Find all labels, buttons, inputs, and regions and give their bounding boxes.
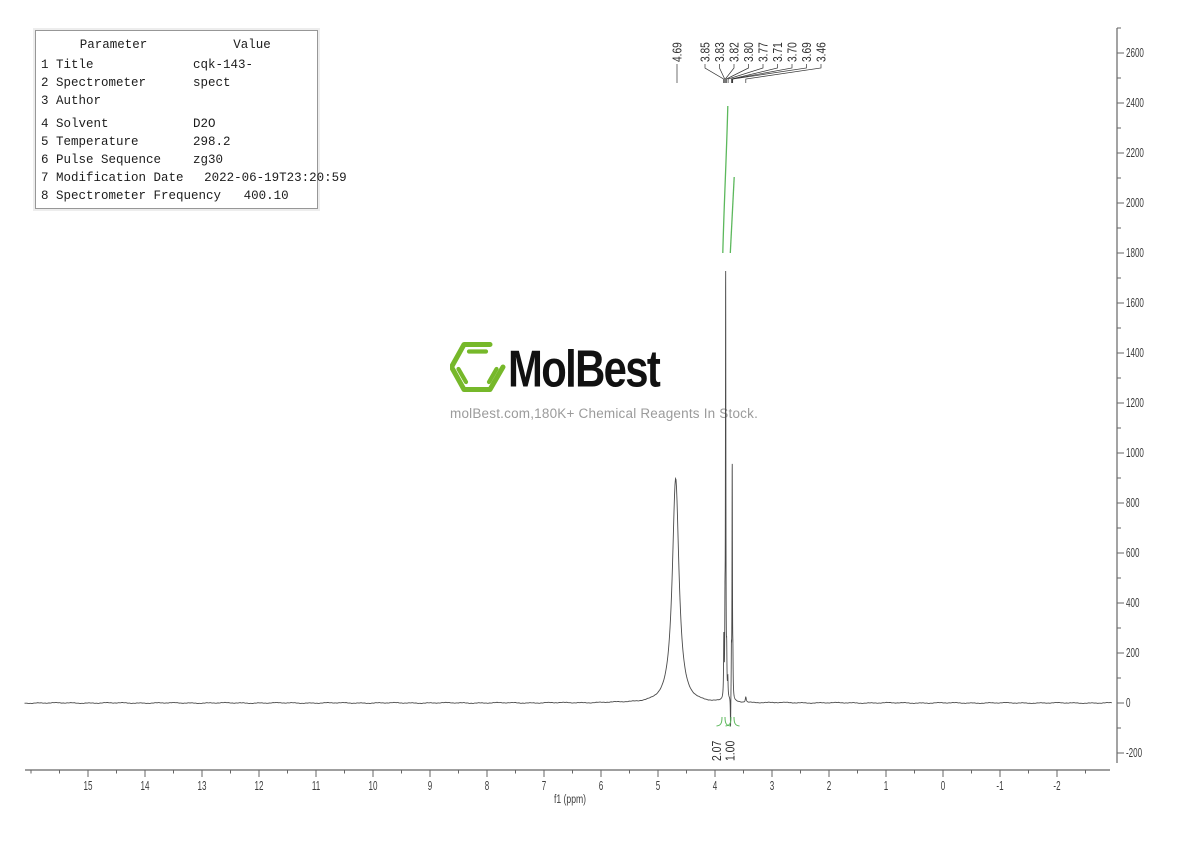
x-tick-label: 15 bbox=[84, 779, 93, 793]
integral-end-hook bbox=[716, 716, 731, 727]
x-axis-title: f1 (ppm) bbox=[554, 794, 586, 807]
parameter-table-header: Parameter Value bbox=[36, 35, 317, 56]
param-value: 400.10 bbox=[243, 189, 289, 203]
peak-pointer-line bbox=[731, 64, 793, 83]
peak-pointer-line bbox=[704, 64, 724, 83]
peak-label: 4.69 bbox=[670, 42, 684, 62]
integral-value-label: 2.07 bbox=[710, 741, 724, 761]
param-value: D2O bbox=[193, 117, 216, 131]
x-tick-label: 7 bbox=[542, 779, 546, 793]
hexagon-logo-icon bbox=[449, 338, 506, 401]
watermark-tagline: molBest.com,180K+ Chemical Reagents In S… bbox=[450, 406, 759, 421]
x-tick-label: 4 bbox=[713, 779, 717, 793]
y-tick-label: 1800 bbox=[1126, 246, 1144, 260]
integral-end-hook bbox=[725, 716, 740, 727]
x-tick-label: 14 bbox=[141, 779, 150, 793]
peak-pointer-line bbox=[719, 64, 726, 83]
peak-label: 3.71 bbox=[771, 42, 785, 62]
x-tick-label: 0 bbox=[941, 779, 945, 793]
integral-curve bbox=[729, 176, 735, 254]
peak-label: 3.80 bbox=[742, 42, 756, 62]
peak-label: 3.85 bbox=[698, 42, 712, 62]
param-value: zg30 bbox=[193, 153, 224, 167]
param-row: 4 Solvent D2O bbox=[36, 115, 317, 133]
peak-pointer-line bbox=[731, 64, 778, 83]
peak-pointer-line bbox=[745, 64, 822, 83]
param-row: 5 Temperature 298.2 bbox=[36, 133, 317, 151]
x-tick-label: 9 bbox=[428, 779, 432, 793]
param-value: spect bbox=[193, 76, 231, 90]
y-tick-label: 200 bbox=[1126, 646, 1139, 660]
x-tick-label: -2 bbox=[1053, 779, 1060, 793]
integral-curve bbox=[722, 105, 729, 254]
y-tick-label: 1200 bbox=[1126, 396, 1144, 410]
param-name: 2 Spectrometer bbox=[41, 76, 147, 90]
param-name: 1 Title bbox=[41, 58, 94, 72]
y-tick-label: 1000 bbox=[1126, 446, 1144, 460]
param-value: 298.2 bbox=[193, 135, 231, 149]
param-row: 7 Modification Date 2022-06-19T23:20:59 bbox=[36, 169, 347, 187]
param-row: 2 Spectrometer spect bbox=[36, 74, 317, 92]
integral-value-label: 1.00 bbox=[723, 740, 737, 761]
x-tick-label: 1 bbox=[884, 779, 888, 793]
y-tick-label: 0 bbox=[1126, 696, 1130, 710]
peak-label: 3.69 bbox=[800, 42, 814, 62]
molbest-logo: MolBest bbox=[449, 338, 790, 401]
peak-pointer-line bbox=[732, 64, 807, 83]
param-name: 7 Modification Date bbox=[41, 171, 184, 185]
y-tick-label: -200 bbox=[1126, 746, 1142, 760]
parameter-table: Parameter Value 1 Title cqk-143- 2 Spectro… bbox=[35, 30, 347, 209]
y-tick-label: 2000 bbox=[1126, 196, 1144, 210]
peak-pointer-line bbox=[726, 64, 749, 83]
x-tick-label: 3 bbox=[770, 779, 774, 793]
x-tick-label: 6 bbox=[599, 779, 603, 793]
x-tick-label: 13 bbox=[198, 779, 207, 793]
peak-label: 3.46 bbox=[814, 42, 828, 62]
param-row: 6 Pulse Sequence zg30 bbox=[36, 151, 317, 169]
peak-pointer-line bbox=[727, 64, 764, 83]
x-tick-label: 8 bbox=[485, 779, 489, 793]
y-tick-label: 600 bbox=[1126, 546, 1139, 560]
peak-label: 3.83 bbox=[713, 42, 727, 62]
param-value: cqk-143- bbox=[193, 58, 254, 72]
peak-pointer-line bbox=[724, 64, 735, 83]
y-tick-label: 800 bbox=[1126, 496, 1139, 510]
x-tick-label: 12 bbox=[255, 779, 264, 793]
header-parameter: Parameter bbox=[79, 38, 148, 52]
y-tick-label: 400 bbox=[1126, 596, 1139, 610]
parameter-table-rows: 1 Title cqk-143- 2 Spectrometer spect 3 Auth… bbox=[36, 56, 347, 205]
param-name: 5 Temperature bbox=[41, 135, 139, 149]
x-tick-label: 2 bbox=[827, 779, 831, 793]
peak-label: 3.77 bbox=[756, 42, 770, 62]
x-tick-label: 5 bbox=[656, 779, 660, 793]
x-tick-label: 10 bbox=[369, 779, 378, 793]
y-tick-label: 2200 bbox=[1126, 146, 1144, 160]
param-name: 4 Solvent bbox=[41, 117, 109, 131]
x-tick-label: -1 bbox=[996, 779, 1003, 793]
molbest-watermark: MolBest molBest.com,180K+ Chemical Reage… bbox=[449, 338, 790, 430]
param-name: 3 Author bbox=[41, 94, 102, 108]
x-tick-label: 11 bbox=[312, 779, 320, 793]
y-tick-label: 1400 bbox=[1126, 346, 1144, 360]
param-row: 8 Spectrometer Frequency 400.10 bbox=[36, 187, 317, 205]
y-tick-label: 1600 bbox=[1126, 296, 1144, 310]
spectrum-curve bbox=[24, 270, 1112, 727]
param-value: 2022-06-19T23:20:59 bbox=[204, 171, 347, 185]
param-row: 3 Author bbox=[36, 92, 317, 110]
y-tick-label: 2600 bbox=[1126, 46, 1144, 60]
peak-label: 3.70 bbox=[785, 42, 799, 62]
param-row: 1 Title cqk-143- bbox=[36, 56, 317, 74]
param-name: 8 Spectrometer Frequency bbox=[41, 189, 222, 203]
peak-label: 3.82 bbox=[727, 42, 741, 62]
header-value: Value bbox=[233, 38, 271, 52]
y-tick-label: 2400 bbox=[1126, 96, 1144, 110]
param-name: 6 Pulse Sequence bbox=[41, 153, 162, 167]
brand-name: MolBest bbox=[508, 339, 661, 398]
